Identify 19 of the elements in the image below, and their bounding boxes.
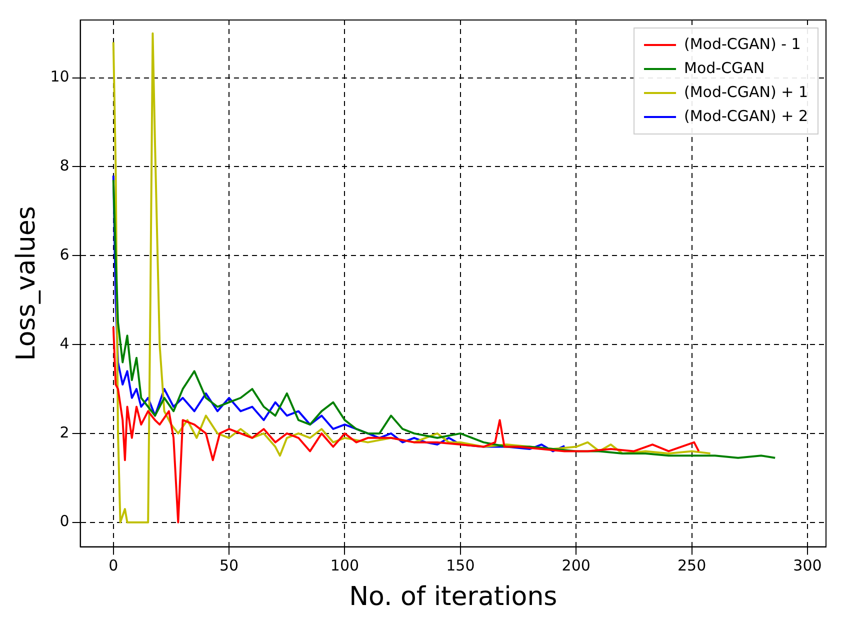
y-tick-label: 10	[50, 68, 70, 86]
y-tick-label: 4	[60, 334, 70, 352]
x-tick-label: 50	[220, 556, 239, 575]
x-tick-label: 250	[677, 556, 706, 575]
x-tick-label: 200	[562, 556, 590, 575]
legend-label: (Mod-CGAN) - 1	[684, 34, 801, 53]
x-tick-label: 150	[446, 556, 475, 575]
y-axis-title: Loss_values	[11, 206, 42, 361]
y-tick-label: 2	[60, 423, 70, 442]
legend-label: (Mod-CGAN) + 1	[684, 82, 808, 101]
x-tick-label: 300	[793, 556, 822, 575]
y-tick-label: 8	[60, 156, 70, 175]
x-tick-label: 0	[108, 556, 118, 575]
x-axis-title: No. of iterations	[349, 582, 558, 612]
legend-label: Mod-CGAN	[684, 58, 765, 77]
legend-label: (Mod-CGAN) + 2	[684, 106, 808, 125]
y-tick-label: 0	[60, 512, 70, 530]
x-tick-label: 100	[330, 556, 360, 575]
y-tick-label: 6	[60, 246, 70, 264]
